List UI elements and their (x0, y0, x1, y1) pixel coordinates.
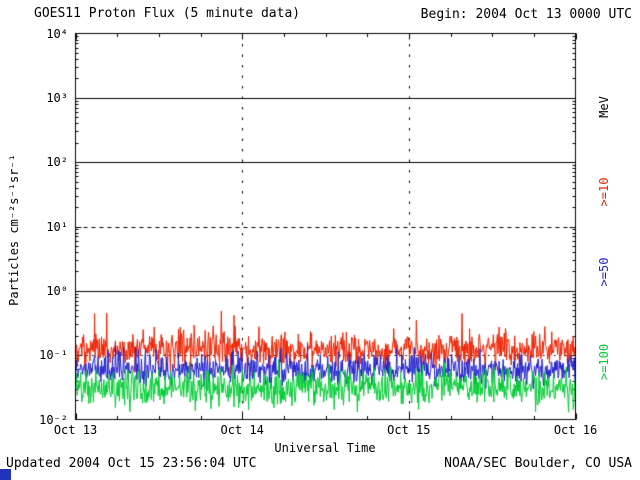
y-axis-label: Particles cm⁻²s⁻¹sr⁻¹ (7, 154, 21, 306)
begin-time-label: Begin: 2004 Oct 13 0000 UTC (420, 7, 632, 22)
y-tick-label: 10⁻¹ (39, 348, 68, 363)
y-tick-label: 10⁻² (39, 412, 68, 427)
channel-label-50: >=50 (597, 257, 611, 287)
channel-label-100: >=100 (597, 343, 611, 381)
y-tick-label: 10⁴ (46, 26, 68, 41)
y-tick-label: 10¹ (46, 219, 68, 234)
x-tick-label: Oct 15 (387, 423, 431, 437)
y-tick-label: 10² (46, 155, 68, 170)
y-tick-label: 10³ (46, 90, 68, 105)
chart-title: GOES11 Proton Flux (5 minute data) (34, 6, 301, 21)
x-tick-label: Oct 14 (220, 423, 264, 437)
x-tick-label: Oct 13 (53, 423, 98, 437)
channel-label-10: >=10 (597, 177, 611, 207)
x-tick-label: Oct 16 (553, 423, 598, 437)
x-axis-label: Universal Time (274, 441, 376, 455)
source-credit: NOAA/SEC Boulder, CO USA (444, 456, 632, 471)
y-tick-label: 10⁰ (46, 283, 68, 298)
channel-label-MeV: MeV (597, 96, 611, 118)
corner-marker (0, 469, 11, 480)
updated-timestamp: Updated 2004 Oct 15 23:56:04 UTC (6, 456, 257, 471)
